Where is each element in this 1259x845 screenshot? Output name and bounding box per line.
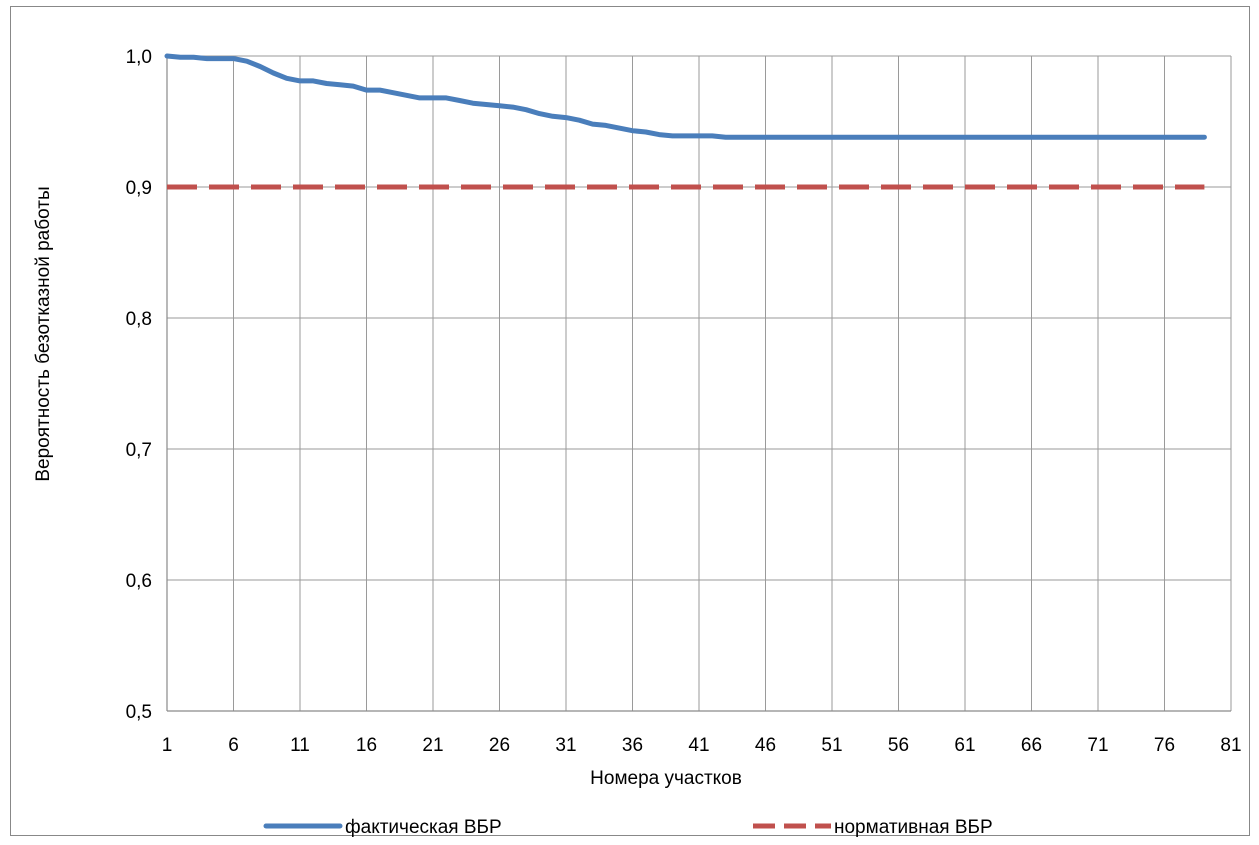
x-tick-label: 36 [622,735,643,756]
y-tick-label: 0,9 [126,178,152,199]
legend-label-normative: нормативная ВБР [834,817,993,837]
series-lines [164,53,1207,190]
y-tick-label: 0,7 [126,440,152,461]
x-tick-label: 71 [1087,735,1108,756]
y-tick-label: 0,8 [126,309,152,330]
x-tick-label: 66 [1021,735,1042,756]
y-tick-label: 0,6 [126,571,152,592]
x-tick-label: 51 [821,735,842,756]
legend-label-actual: фактическая ВБР [345,817,502,837]
x-axis-title: Номера участков [590,768,742,789]
legend: фактическая ВБР нормативная ВБР [263,817,993,837]
y-tick-label: 0,5 [126,702,152,723]
x-tick-label: 1 [162,735,173,756]
chart-frame: 1 6 11 16 21 26 31 36 41 46 51 56 61 66 71 76 81 0,5 0,6 0… [10,6,1250,837]
x-tick-label: 81 [1220,735,1241,756]
series-line-actual [164,53,1207,140]
y-axis-tick-labels: 0,5 0,6 0,7 0,8 0,9 1,0 [126,47,152,723]
x-tick-label: 31 [555,735,576,756]
x-tick-label: 61 [954,735,975,756]
y-tick-label: 1,0 [126,47,152,68]
x-tick-label: 76 [1154,735,1175,756]
x-tick-label: 56 [888,735,909,756]
x-tick-label: 21 [422,735,443,756]
grid-lines [166,55,1232,712]
x-tick-label: 41 [688,735,709,756]
x-tick-label: 6 [228,735,239,756]
x-axis-tick-labels: 1 6 11 16 21 26 31 36 41 46 51 56 61 66 71 76 81 [162,735,1242,756]
x-tick-label: 11 [290,735,310,756]
line-chart: 1 6 11 16 21 26 31 36 41 46 51 56 61 66 71 76 81 0,50,60… [33,47,1242,837]
x-tick-label: 46 [755,735,776,756]
y-axis-title: Вероятность безотказной работы [33,186,54,481]
x-tick-label: 26 [489,735,510,756]
x-tick-label: 16 [356,735,377,756]
